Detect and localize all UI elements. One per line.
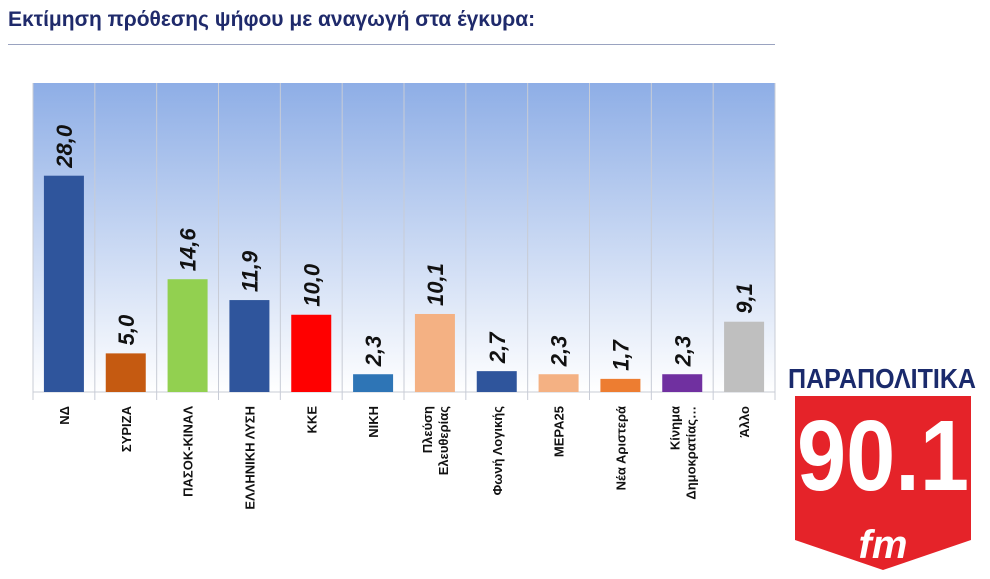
bar xyxy=(167,279,208,392)
value-label: 2,7 xyxy=(485,331,510,364)
value-label: 2,3 xyxy=(547,336,572,368)
value-label: 14,6 xyxy=(176,228,201,272)
bar xyxy=(105,353,146,392)
value-label: 2,3 xyxy=(670,336,695,368)
x-tick-label: Άλλο xyxy=(737,406,752,438)
value-label: 11,9 xyxy=(237,250,262,292)
bar xyxy=(662,374,703,392)
value-label: 10,1 xyxy=(423,263,448,306)
x-tick-label: Ελευθερίας xyxy=(436,406,451,475)
x-tick-label: ΚΚΕ xyxy=(304,406,319,434)
x-tick-label: Δημοκρατίας… xyxy=(683,406,698,500)
svg-text:ΠΑΡΑΠΟΛΙΤΙΚΑ: ΠΑΡΑΠΟΛΙΤΙΚΑ xyxy=(788,363,976,394)
value-label: 1,7 xyxy=(608,339,633,371)
bar xyxy=(476,371,517,392)
value-label: 10,0 xyxy=(299,263,324,307)
x-tick-label: Φωνή Λογικής xyxy=(490,406,505,496)
bar xyxy=(353,374,394,392)
value-label: 28,0 xyxy=(52,124,77,169)
svg-text:90.1: 90.1 xyxy=(797,400,969,512)
x-tick-label: ΝΔ xyxy=(57,406,72,425)
value-label: 2,3 xyxy=(361,336,386,368)
x-tick-label: Κίνημα xyxy=(667,406,682,450)
x-tick-label: ΝΙΚΗ xyxy=(366,406,381,438)
bar xyxy=(414,313,455,392)
x-tick-label: Νέα Αριστερά xyxy=(613,406,628,490)
value-label: 5,0 xyxy=(114,314,139,345)
chart-title: Εκτίμηση πρόθεσης ψήφου με αναγωγή στα έ… xyxy=(8,8,536,31)
bar xyxy=(291,314,332,392)
bar xyxy=(724,321,765,392)
parapolitika-logo: ΠΑΡΑΠΟΛΙΤΙΚΑ 90.1 fm xyxy=(788,363,976,570)
bar xyxy=(229,300,270,392)
x-tick-label: ΠΑΣΟΚ-ΚΙΝΑΛ xyxy=(181,406,196,497)
bar xyxy=(43,175,84,392)
title-underline xyxy=(8,44,775,45)
svg-text:fm: fm xyxy=(859,523,908,567)
bar xyxy=(600,378,641,392)
x-tick-label: ΕΛΛΗΝΙΚΗ ΛΥΣΗ xyxy=(242,406,257,510)
value-label: 9,1 xyxy=(732,283,757,314)
x-tick-label: ΣΥΡΙΖΑ xyxy=(119,405,134,452)
x-tick-label: ΜΕΡΑ25 xyxy=(552,406,567,457)
bar xyxy=(538,374,579,392)
x-tick-label: Πλεύση xyxy=(420,406,435,453)
